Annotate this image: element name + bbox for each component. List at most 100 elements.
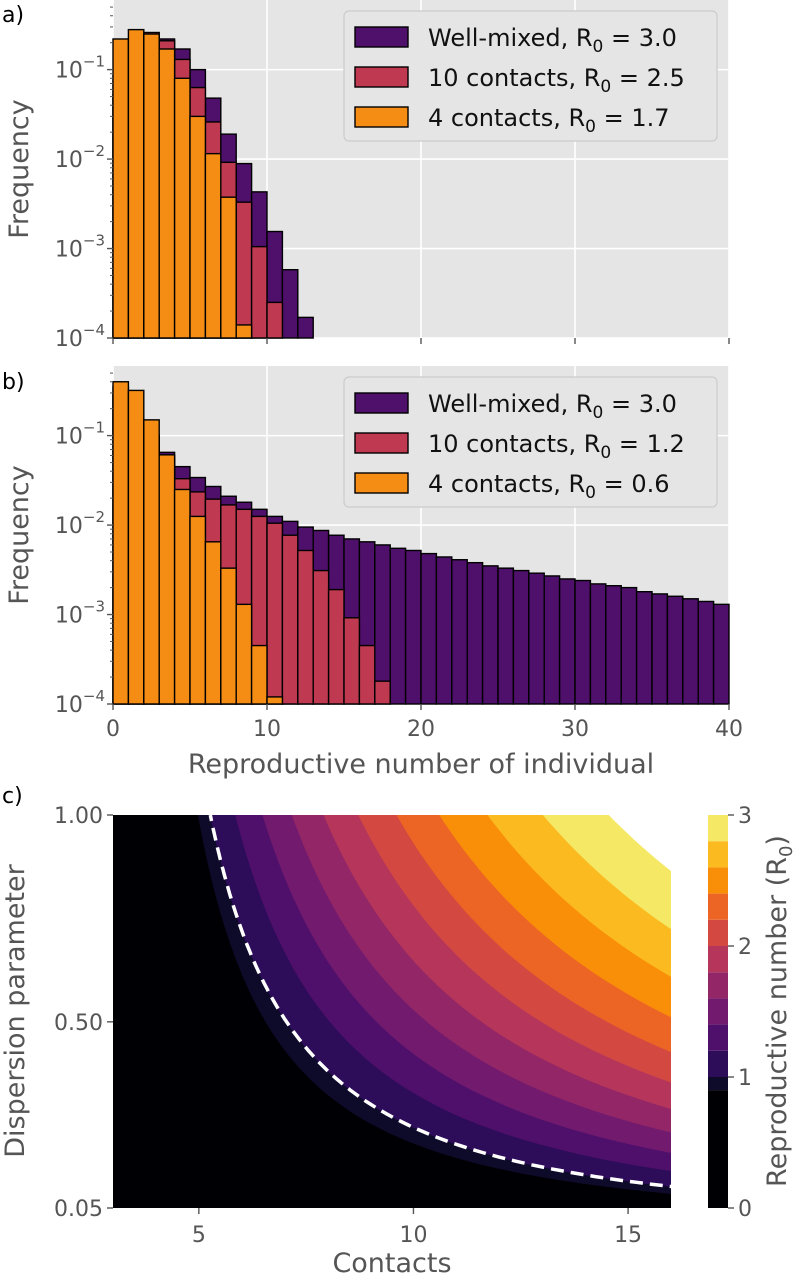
histogram-bar xyxy=(281,269,299,339)
colorbar-tick-label: 0 xyxy=(738,1197,752,1222)
colorbar-segment xyxy=(708,946,728,973)
y-tick-label: 10−4 xyxy=(55,321,105,352)
colorbar-segment xyxy=(708,1077,728,1091)
colorbar-segment xyxy=(708,919,728,946)
histogram-bar xyxy=(127,389,145,705)
colorbar-segment xyxy=(708,841,728,868)
colorbar-label-text: Reproductive number (R xyxy=(762,857,793,1187)
contour-band xyxy=(358,815,671,1083)
histogram-bar xyxy=(512,569,530,705)
histogram-bar xyxy=(220,196,237,339)
y-tick-label: 10−3 xyxy=(55,232,105,263)
histogram-bar xyxy=(266,301,284,339)
histogram-bar xyxy=(574,579,592,705)
plot-b-legend: Well-mixed, R0 = 3.0 10 contacts, R0 = 1.… xyxy=(343,376,718,508)
contour-band xyxy=(542,815,671,930)
histogram-bar xyxy=(451,559,468,705)
y-tick-label: 10−1 xyxy=(55,419,105,450)
legend-label: 10 contacts, R0 = 2.5 xyxy=(428,64,685,97)
histogram-bar xyxy=(497,567,515,705)
histogram-bar xyxy=(235,324,253,339)
histogram-bar xyxy=(481,565,499,705)
legend-label: 4 contacts, R0 = 1.7 xyxy=(428,104,670,137)
colorbar-tick-label: 1 xyxy=(738,1066,752,1091)
x-tick-label: 10 xyxy=(253,717,281,742)
panel-b-label: b) xyxy=(2,370,25,395)
histogram-bar xyxy=(466,561,484,705)
histogram-bar xyxy=(158,454,176,705)
histogram-bar xyxy=(127,28,145,339)
histogram-bar xyxy=(189,515,207,705)
histogram-bar xyxy=(112,38,130,339)
plot-b-bars xyxy=(112,381,730,705)
histogram-bar xyxy=(250,644,268,705)
histogram-bar xyxy=(374,680,391,705)
histogram-bar xyxy=(327,588,345,705)
x-tick-label: 15 xyxy=(614,1223,642,1248)
histogram-bar xyxy=(543,575,561,705)
histogram-bar xyxy=(112,381,130,705)
histogram-bar xyxy=(389,547,407,705)
y-tick-label: 10−2 xyxy=(55,508,105,539)
legend-swatch xyxy=(354,66,409,88)
histogram-bar xyxy=(374,544,391,705)
histogram-bar xyxy=(297,316,314,339)
legend-swatch xyxy=(354,26,409,48)
histogram-bar xyxy=(297,549,314,705)
histogram-bar xyxy=(558,578,576,705)
colorbar-segment xyxy=(708,1050,728,1077)
y-tick-label: 10−2 xyxy=(55,142,105,173)
histogram-bar xyxy=(712,603,730,705)
x-tick-label: 10 xyxy=(399,1223,427,1248)
histogram-bar xyxy=(281,534,299,705)
plot-a-legend: Well-mixed, R0 = 3.0 10 contacts, R0 = 2.… xyxy=(343,10,718,142)
y-tick-label: 0.50 xyxy=(54,1011,103,1036)
histogram-bar xyxy=(173,488,191,705)
contour-panel-c: c) 0.050.501.00 5 10 15 Dispersion paramet… xyxy=(0,784,797,1279)
series-contacts_4 xyxy=(112,28,253,339)
histogram-bar xyxy=(697,600,715,705)
plot-c-x-axis-label: Contacts xyxy=(332,1248,451,1279)
plot-a-x-ticks xyxy=(112,338,730,344)
histogram-bar xyxy=(682,598,699,705)
y-tick-label: 10−1 xyxy=(55,53,105,84)
histogram-bar xyxy=(420,552,438,705)
legend-swatch xyxy=(354,392,409,414)
legend-label: Well-mixed, R0 = 3.0 xyxy=(428,390,677,423)
legend-label: 10 contacts, R0 = 1.2 xyxy=(428,430,685,463)
legend-label: 4 contacts, R0 = 0.6 xyxy=(428,470,670,503)
y-tick-label: 0.05 xyxy=(54,1197,103,1222)
histogram-bar xyxy=(143,33,160,339)
histogram-bar xyxy=(220,567,237,705)
y-tick-label: 1.00 xyxy=(54,804,103,829)
colorbar-tick-label: 2 xyxy=(738,935,752,960)
plot-b-x-ticks: 0 10 20 30 40 xyxy=(106,704,743,742)
histogram-bar xyxy=(404,549,422,705)
histogram-bar xyxy=(235,201,253,339)
colorbar-segment xyxy=(708,815,728,842)
colorbar-label-close: ) xyxy=(762,835,793,846)
histogram-panel-b: b) 10−410−310−210−1 0 10 20 30 40 Frequency … xyxy=(2,366,743,780)
legend-label: Well-mixed, R0 = 3.0 xyxy=(428,24,677,57)
colorbar-segment xyxy=(708,893,728,920)
colorbar-segment xyxy=(708,867,728,894)
histogram-bar xyxy=(189,115,207,339)
series-contacts_4 xyxy=(112,381,284,705)
x-tick-label: 20 xyxy=(407,717,435,742)
histogram-bar xyxy=(666,595,684,705)
colorbar-segment xyxy=(708,1024,728,1051)
plot-b-y-axis-label: Frequency xyxy=(4,465,35,605)
contour-band xyxy=(396,815,671,1053)
plot-a-bars xyxy=(112,28,314,339)
panel-c-label: c) xyxy=(2,784,23,809)
histogram-bar xyxy=(528,572,545,705)
histogram-bar xyxy=(635,591,653,705)
legend-box xyxy=(343,376,718,508)
plot-c-y-ticks: 0.05 0.50 1.00 xyxy=(54,804,113,1222)
histogram-bar xyxy=(589,583,607,705)
y-tick-label: 10−4 xyxy=(55,687,105,718)
histogram-bar xyxy=(173,77,191,339)
plot-c-x-ticks: 5 10 15 xyxy=(192,1208,642,1248)
histogram-bar xyxy=(312,569,330,705)
